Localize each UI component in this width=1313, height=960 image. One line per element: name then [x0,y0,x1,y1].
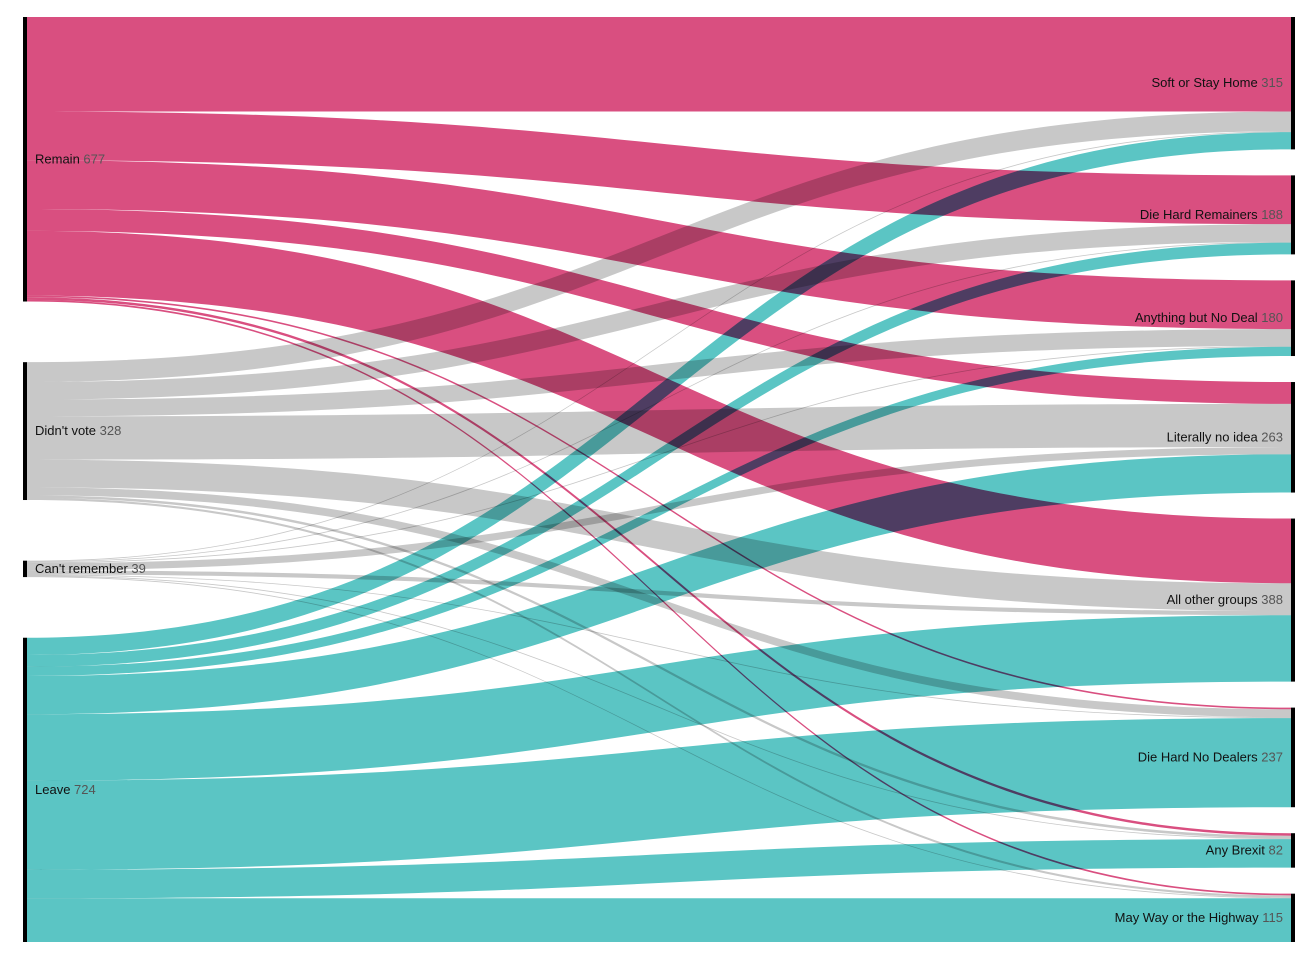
flow-didnt-vote-to-noidea [27,403,1291,460]
flow-didnt-vote-to-other [27,459,1291,612]
node-name-diehard-remain: Die Hard Remainers [1140,207,1261,222]
node-value-myway: 115 [1262,910,1283,925]
flow-cant-remember-to-myway [27,576,1291,899]
node-label-diehard-nodeal: Die Hard No Dealers 237 [1138,749,1283,764]
node-value-didnt-vote: 328 [100,423,122,438]
flow-links [27,17,1291,942]
node-value-other: 388 [1261,592,1283,607]
node-label-other: All other groups 388 [1167,592,1283,607]
node-name-didnt-vote: Didn't vote [35,423,100,438]
node-name-cant-remember: Can't remember [35,561,131,576]
node-leave: Leave 724 [23,637,96,942]
flow-leave-to-abnd [27,346,1291,676]
node-value-diehard-remain: 188 [1261,207,1283,222]
node-bar-diehard-nodeal [1291,707,1295,808]
node-label-didnt-vote: Didn't vote 328 [35,423,121,438]
node-bar-didnt-vote [23,362,27,501]
node-myway: May Way or the Highway 115 [1115,893,1295,942]
node-diehard-nodeal: Die Hard No Dealers 237 [1138,707,1295,808]
node-cant-remember: Can't remember 39 [23,560,146,578]
node-remain: Remain 677 [23,17,105,302]
node-value-soft: 315 [1261,75,1283,90]
node-noidea: Literally no idea 263 [1167,382,1295,493]
node-label-cant-remember: Can't remember 39 [35,561,146,576]
node-name-anybrexit: Any Brexit [1206,842,1269,857]
node-bar-cant-remember [23,560,27,578]
flow-leave-to-diehard-nodeal [27,718,1291,870]
node-label-anybrexit: Any Brexit 82 [1206,842,1283,857]
flow-cant-remember-to-soft [27,131,1291,562]
node-bar-soft [1291,17,1295,150]
flow-leave-to-diehard-remain [27,242,1291,667]
node-bar-myway [1291,893,1295,942]
flow-leave-to-soft [27,132,1291,655]
node-value-diehard-nodeal: 237 [1261,749,1283,764]
flow-leave-to-noidea [27,454,1291,715]
node-name-soft: Soft or Stay Home [1151,75,1261,90]
flow-leave-to-other [27,615,1291,781]
node-value-leave: 724 [74,782,96,797]
node-label-diehard-remain: Die Hard Remainers 188 [1140,207,1283,222]
node-bar-abnd [1291,280,1295,357]
node-diehard-remain: Die Hard Remainers 188 [1140,175,1295,255]
flow-leave-to-myway [27,898,1291,942]
flow-didnt-vote-to-diehard-remain [27,224,1291,400]
node-bar-diehard-remain [1291,175,1295,255]
node-name-diehard-nodeal: Die Hard No Dealers [1138,749,1262,764]
node-label-myway: May Way or the Highway 115 [1115,910,1283,925]
node-name-remain: Remain [35,151,83,166]
node-abnd: Anything but No Deal 180 [1135,280,1295,357]
flow-remain-to-diehard-nodeal [27,295,1291,710]
flow-leave-to-anybrexit [27,839,1291,899]
node-anybrexit: Any Brexit 82 [1206,833,1295,868]
node-value-anybrexit: 82 [1269,842,1283,857]
node-label-soft: Soft or Stay Home 315 [1151,75,1283,90]
node-label-leave: Leave 724 [35,782,96,797]
node-label-noidea: Literally no idea 263 [1167,429,1283,444]
node-label-remain: Remain 677 [35,151,105,166]
node-soft: Soft or Stay Home 315 [1151,17,1295,150]
node-value-cant-remember: 39 [131,561,145,576]
node-bar-anybrexit [1291,833,1295,868]
node-name-leave: Leave [35,782,74,797]
nodes: Remain 677 Didn't vote 328 Can't remember … [23,17,1295,942]
node-name-abnd: Anything but No Deal [1135,310,1261,325]
flow-cant-remember-to-diehard-nodeal [27,574,1291,719]
node-name-myway: May Way or the Highway [1115,910,1263,925]
flow-remain-to-soft [27,17,1291,112]
node-bar-other [1291,518,1295,682]
node-didnt-vote: Didn't vote 328 [23,362,121,501]
node-bar-remain [23,17,27,302]
flow-didnt-vote-to-soft [27,111,1291,382]
node-name-noidea: Literally no idea [1167,429,1262,444]
flow-didnt-vote-to-abnd [27,329,1291,417]
node-value-noidea: 263 [1261,429,1283,444]
node-label-abnd: Anything but No Deal 180 [1135,310,1283,325]
node-bar-leave [23,637,27,942]
node-value-abnd: 180 [1261,310,1283,325]
node-name-other: All other groups [1167,592,1262,607]
node-value-remain: 677 [83,151,105,166]
node-bar-noidea [1291,382,1295,493]
node-other: All other groups 388 [1167,518,1295,682]
